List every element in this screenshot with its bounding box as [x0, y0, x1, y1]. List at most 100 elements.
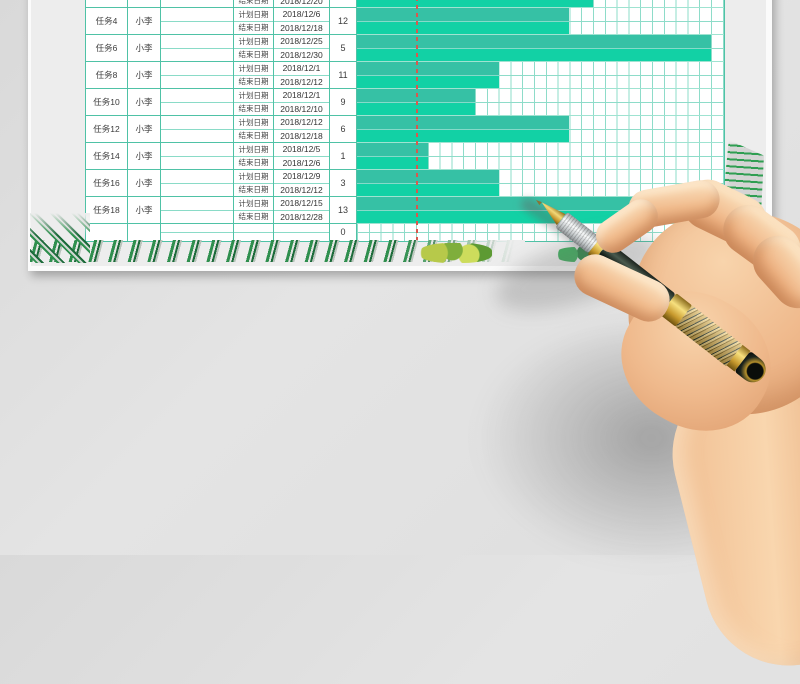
gantt-bar[interactable] [357, 197, 688, 223]
wrist [654, 346, 800, 684]
duration-cell[interactable]: 0 [330, 224, 357, 241]
task-name-cell[interactable]: 任务8 [86, 62, 128, 89]
spacer-cell-top[interactable] [161, 116, 233, 130]
spacer-cell[interactable] [161, 8, 234, 35]
spacer-cell-top[interactable] [161, 170, 233, 184]
spacer-cell-bottom[interactable] [161, 233, 233, 241]
duration-cell[interactable]: 3 [330, 170, 357, 197]
date-value-cell[interactable]: 2018/12/15 2018/12/28 [274, 197, 330, 224]
gantt-grid-cell[interactable] [357, 8, 724, 35]
spacer-cell-bottom[interactable] [161, 49, 233, 62]
date-label-cell[interactable]: 结束日期 [234, 0, 274, 8]
date-label-cell[interactable]: 计划日期 结束日期 [234, 170, 274, 197]
date-value-cell[interactable]: 2018/12/1 2018/12/10 [274, 89, 330, 116]
gantt-grid-cell[interactable] [357, 35, 724, 62]
gantt-bar[interactable] [357, 8, 570, 34]
gantt-grid-cell[interactable] [357, 143, 724, 170]
task-name-cell[interactable] [86, 224, 128, 241]
task-name-cell[interactable]: 任务18 [86, 197, 128, 224]
date-value-cell[interactable] [274, 224, 330, 241]
person-cell[interactable]: 小李 [128, 89, 161, 116]
spacer-cell-bottom[interactable] [161, 211, 233, 224]
date-label-cell[interactable] [234, 224, 274, 241]
spacer-cell-bottom[interactable] [161, 157, 233, 170]
person-cell[interactable]: 小李 [128, 197, 161, 224]
gantt-grid-cell[interactable] [357, 116, 724, 143]
person-cell[interactable]: 小李 [128, 143, 161, 170]
date-label-cell[interactable]: 计划日期 结束日期 [234, 197, 274, 224]
duration-cell[interactable]: 1 [330, 143, 357, 170]
date-value-cell[interactable]: 2018/12/1 2018/12/12 [274, 62, 330, 89]
spacer-cell-top[interactable] [161, 35, 233, 49]
date-label-cell[interactable]: 计划日期 结束日期 [234, 143, 274, 170]
spacer-cell-bottom[interactable] [161, 22, 233, 35]
spacer-cell-top[interactable] [161, 8, 233, 22]
task-name-cell[interactable]: 任务16 [86, 170, 128, 197]
date-label-cell[interactable]: 计划日期 结束日期 [234, 62, 274, 89]
date-label-cell[interactable]: 计划日期 结束日期 [234, 35, 274, 62]
spacer-cell-bottom[interactable] [161, 103, 233, 116]
spacer-cell[interactable] [161, 35, 234, 62]
task-name-cell[interactable]: 任务10 [86, 89, 128, 116]
date-value-cell[interactable]: 2018/12/9 2018/12/12 [274, 170, 330, 197]
spacer-cell-bottom[interactable] [161, 184, 233, 197]
spacer-cell[interactable] [161, 197, 234, 224]
person-cell[interactable]: 小李 [128, 8, 161, 35]
date-value-cell[interactable]: 2018/12/12 2018/12/18 [274, 116, 330, 143]
duration-cell[interactable] [330, 0, 357, 8]
spacer-cell[interactable] [161, 224, 234, 241]
spacer-cell-bottom[interactable] [161, 76, 233, 89]
spacer-cell-top[interactable] [161, 197, 233, 211]
date-label-cell[interactable]: 计划日期 结束日期 [234, 89, 274, 116]
spacer-cell-bottom[interactable] [161, 130, 233, 143]
spacer-cell[interactable] [161, 116, 234, 143]
task-name-cell[interactable]: 任务14 [86, 143, 128, 170]
spacer-cell[interactable] [161, 170, 234, 197]
person-cell[interactable]: 小李 [128, 62, 161, 89]
spacer-cell[interactable] [161, 62, 234, 89]
date-label-cell[interactable]: 计划日期 结束日期 [234, 116, 274, 143]
gantt-grid-cell[interactable] [357, 170, 724, 197]
date-value-cell[interactable]: 2018/12/5 2018/12/6 [274, 143, 330, 170]
gantt-grid-cell[interactable] [357, 89, 724, 116]
spacer-cell-top[interactable] [161, 224, 233, 233]
spacer-cell-bottom[interactable] [161, 0, 233, 7]
spacer-cell[interactable] [161, 89, 234, 116]
date-value-cell[interactable]: 2018/12/20 [274, 0, 330, 8]
date-label-cell[interactable]: 计划日期 结束日期 [234, 8, 274, 35]
task-name-cell[interactable] [86, 0, 128, 8]
gantt-bar[interactable] [357, 170, 499, 196]
person-cell[interactable] [128, 224, 161, 241]
spacer-cell[interactable] [161, 143, 234, 170]
spacer-cell-top[interactable] [161, 143, 233, 157]
date-value-cell[interactable]: 2018/12/25 2018/12/30 [274, 35, 330, 62]
gantt-bar[interactable] [357, 62, 499, 88]
duration-cell[interactable]: 11 [330, 62, 357, 89]
gantt-grid-cell[interactable] [357, 62, 724, 89]
duration-cell[interactable]: 5 [330, 35, 357, 62]
person-cell[interactable]: 小李 [128, 170, 161, 197]
person-cell[interactable] [128, 0, 161, 8]
duration-cell[interactable]: 13 [330, 197, 357, 224]
task-name-cell[interactable]: 任务12 [86, 116, 128, 143]
gantt-grid-cell[interactable] [357, 224, 724, 241]
gantt-grid-cell[interactable] [357, 0, 724, 8]
plan-date-label: 计划日期 [234, 89, 273, 103]
person-cell[interactable]: 小李 [128, 116, 161, 143]
task-name-cell[interactable]: 任务4 [86, 8, 128, 35]
gantt-bar[interactable] [357, 0, 593, 7]
spacer-cell-top[interactable] [161, 62, 233, 76]
duration-cell[interactable]: 6 [330, 116, 357, 143]
person-cell[interactable]: 小李 [128, 35, 161, 62]
plan-date-label: 计划日期 [234, 35, 273, 49]
task-name-cell[interactable]: 任务6 [86, 35, 128, 62]
date-value-cell[interactable]: 2018/12/6 2018/12/18 [274, 8, 330, 35]
duration-cell[interactable]: 9 [330, 89, 357, 116]
gantt-bar[interactable] [357, 116, 570, 142]
duration-cell[interactable]: 12 [330, 8, 357, 35]
spacer-cell-top[interactable] [161, 89, 233, 103]
gantt-grid-cell[interactable] [357, 197, 724, 224]
gantt-bar[interactable] [357, 143, 428, 169]
gantt-bar[interactable] [357, 35, 711, 61]
spacer-cell[interactable] [161, 0, 234, 8]
